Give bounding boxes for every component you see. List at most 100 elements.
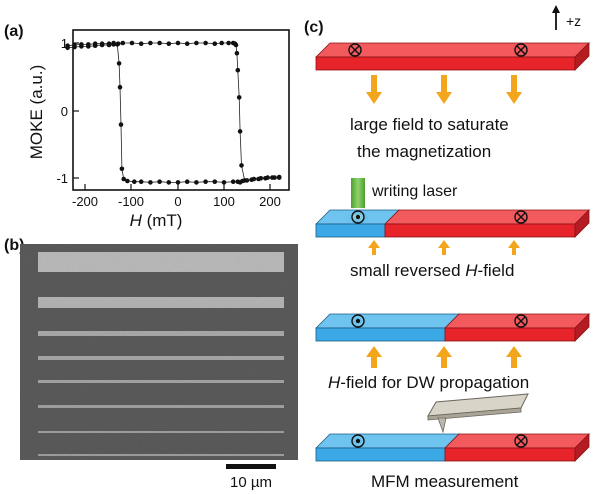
step2-text-post: -field: [478, 261, 515, 280]
y-axis-label: MOKE (a.u.): [27, 65, 46, 159]
stripe-front-red: [384, 223, 576, 238]
field-arrow-up: [508, 240, 520, 255]
data-point: [148, 180, 153, 185]
field-arrows-down: [366, 75, 522, 104]
magnetization-into-icon: [514, 314, 528, 328]
magnetization-out-icon: [351, 314, 365, 328]
series-line-0: [67, 44, 280, 183]
field-arrow-up: [368, 240, 380, 255]
data-point: [236, 95, 242, 100]
data-point: [270, 175, 275, 180]
wire-strip: [38, 356, 284, 360]
data-point: [230, 40, 236, 46]
data-point: [148, 40, 153, 46]
data-point: [116, 61, 122, 66]
stripe-side-face: [574, 433, 590, 462]
x-tick-label: -100: [118, 194, 144, 209]
magnetization-into-icon: [514, 43, 528, 57]
step4-text: MFM measurement: [371, 472, 519, 491]
x-tick-label: -200: [72, 194, 98, 209]
data-point: [138, 41, 144, 46]
step1-text-line2: the magnetization: [357, 142, 491, 161]
x-axis-label-rest: (mT): [142, 211, 183, 230]
step2-text: small reversed H-field: [350, 261, 514, 280]
data-point: [221, 180, 227, 185]
stripe-step1: [315, 42, 590, 71]
field-arrow-up: [366, 346, 382, 368]
field-arrows-up: [366, 346, 522, 368]
data-point: [79, 42, 84, 47]
laser-label: writing laser: [371, 183, 458, 200]
data-point: [117, 84, 123, 90]
stripe-front-red: [444, 327, 576, 342]
z-axis-arrowhead: [552, 5, 560, 13]
data-point: [239, 163, 244, 168]
series-line-1: [67, 42, 280, 181]
panel-c: (c) +z large field to: [304, 5, 590, 491]
data-point: [276, 175, 282, 180]
data-point: [111, 40, 116, 46]
stripe-side-face: [574, 209, 590, 238]
data-point: [118, 122, 124, 127]
data-point: [157, 40, 162, 46]
data-point: [175, 40, 181, 46]
wire-strip: [38, 405, 284, 408]
step1-text-line1: large field to saturate: [350, 115, 509, 134]
laser-beam: [351, 178, 365, 208]
data-point: [256, 176, 261, 182]
sem-background: [20, 244, 298, 460]
stripe-top-face-red: [384, 209, 590, 225]
data-point: [129, 40, 135, 46]
data-point: [92, 41, 98, 46]
step2-text-pre: small reversed: [350, 261, 465, 280]
data-point: [184, 41, 190, 46]
data-point: [230, 179, 236, 184]
y-tick-label: 0: [61, 104, 68, 119]
stripe-front-blue: [315, 327, 446, 342]
stripe-step4: [315, 433, 590, 462]
x-tick-label: 100: [213, 194, 235, 209]
data-point: [175, 180, 181, 185]
x-axis-label: H (mT): [130, 211, 183, 230]
data-point: [166, 41, 172, 46]
data-point: [121, 176, 126, 182]
data-point: [86, 42, 91, 47]
data-point: [219, 40, 224, 46]
stripe-top-face-blue: [315, 313, 460, 329]
stripe-top-face: [315, 42, 590, 58]
data-point: [226, 40, 231, 46]
magnetization-out-icon: [351, 434, 365, 448]
stripe-front-face: [315, 56, 576, 71]
step3-text: H-field for DW propagation: [328, 373, 529, 392]
data-point: [132, 179, 137, 184]
stripe-side-face: [574, 42, 590, 71]
panel-c-label: (c): [304, 19, 324, 36]
data-point: [125, 178, 130, 184]
panel-a-label: (a): [4, 23, 24, 40]
step2-text-italic: H: [465, 261, 478, 280]
data-point: [203, 179, 208, 184]
wire-strip: [38, 380, 284, 383]
data-point: [120, 40, 126, 46]
mfm-tip: [437, 417, 447, 434]
field-arrow-up: [436, 346, 452, 368]
field-arrow-down: [436, 75, 452, 104]
data-point: [99, 41, 105, 46]
data-point: [203, 40, 208, 46]
data-point: [119, 166, 125, 172]
stripe-top-face-blue: [315, 433, 460, 449]
plot-frame: [72, 29, 290, 191]
data-point: [166, 180, 172, 185]
wire-strip: [38, 431, 284, 433]
stripe-front-blue: [315, 223, 386, 238]
data-point: [263, 176, 268, 181]
panel-a: (a) 1 0 -1 -200 -100 0 100 200 H (mT) MO…: [4, 23, 290, 230]
panel-b-label: (b): [4, 237, 24, 254]
data-point: [194, 40, 199, 46]
x-tick-label: 0: [174, 194, 181, 209]
field-arrow-down: [506, 75, 522, 104]
data-point: [184, 179, 190, 184]
data-point: [157, 179, 162, 184]
magnetization-into-icon: [514, 210, 528, 224]
